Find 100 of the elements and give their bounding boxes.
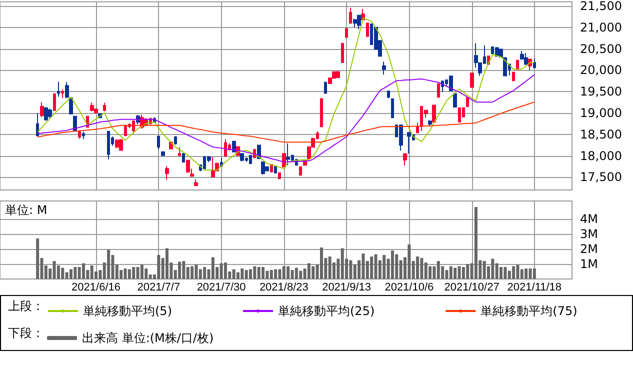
bar: [124, 268, 127, 279]
candlestick: [265, 166, 269, 172]
bar: [107, 250, 110, 279]
bar: [508, 270, 511, 279]
legend-title: 下段：: [8, 326, 44, 340]
bar: [232, 269, 236, 279]
candlestick: [399, 124, 403, 152]
candlestick: [403, 152, 407, 166]
bar: [244, 270, 248, 279]
bar: [290, 270, 294, 279]
candlestick: [341, 42, 344, 64]
candlestick: [78, 130, 81, 140]
bar: [52, 261, 56, 279]
y-tick-label: 19,000: [580, 106, 622, 120]
y-tick-label: 20,000: [580, 63, 622, 78]
candlestick: [533, 58, 536, 69]
candlestick: [194, 178, 198, 187]
bar: [157, 255, 160, 279]
bar: [190, 266, 194, 279]
bar: [382, 255, 386, 279]
bar: [349, 260, 352, 279]
bar: [320, 248, 323, 279]
candlestick: [186, 160, 190, 174]
bar: [370, 256, 374, 279]
bar: [278, 269, 282, 279]
candlestick: [53, 93, 56, 112]
candlestick: [499, 48, 503, 58]
bar: [178, 262, 182, 279]
line-series: [37, 102, 535, 143]
bar: [224, 262, 227, 279]
bar: [194, 264, 198, 279]
x-tick-label: 2021/9/13: [322, 282, 372, 294]
y-tick-label: 21,500: [580, 0, 622, 13]
candlestick: [503, 56, 507, 77]
bar: [78, 267, 81, 279]
bar: [240, 268, 244, 279]
candlestick: [286, 142, 290, 166]
candlestick: [73, 115, 77, 132]
x-tick-label: 2021/7/7: [137, 282, 180, 294]
candlestick: [178, 146, 181, 157]
bar: [454, 268, 457, 279]
candlestick: [232, 140, 236, 153]
legend-label: 出来高 単位:(M株/口/枚): [82, 331, 214, 345]
candlestick: [165, 166, 169, 180]
bar: [524, 268, 528, 279]
bar: [516, 264, 520, 279]
bar: [420, 258, 424, 279]
candlestick: [107, 130, 110, 160]
line-series: [37, 17, 535, 171]
candlestick: [324, 81, 327, 94]
bar: [532, 268, 536, 279]
bar: [211, 257, 214, 279]
bar: [128, 269, 131, 279]
bar: [132, 267, 136, 279]
candlestick: [69, 97, 73, 115]
candlestick: [157, 136, 160, 150]
candlestick: [103, 102, 106, 112]
candlestick: [224, 138, 227, 158]
bar: [458, 266, 461, 279]
y-tick-label: 20,500: [580, 42, 622, 56]
legend-label: 単純移動平均(75): [480, 304, 578, 318]
bar: [236, 272, 240, 279]
candlestick: [132, 120, 135, 134]
bar: [428, 266, 432, 279]
bar: [528, 268, 532, 279]
bar: [69, 269, 72, 279]
candlestick: [387, 90, 390, 98]
bar: [136, 267, 140, 279]
candlestick: [366, 22, 369, 38]
bar: [328, 256, 332, 279]
candlestick: [90, 102, 94, 112]
y-tick-label: 18,000: [580, 148, 622, 163]
y-tick-label: 1M: [580, 257, 598, 271]
bar: [395, 254, 398, 279]
candlestick: [61, 88, 64, 98]
candlestick: [382, 61, 386, 75]
bar: [286, 266, 290, 279]
candlestick: [299, 166, 302, 176]
bar: [340, 248, 344, 279]
candlestick: [453, 92, 457, 108]
bar: [220, 263, 223, 279]
candlestick: [48, 108, 52, 119]
bar: [353, 264, 356, 279]
bar: [504, 267, 507, 279]
bar: [466, 264, 470, 279]
bar: [65, 272, 68, 279]
y-tick-label: 17,500: [580, 170, 622, 184]
bar: [390, 250, 394, 279]
bar: [198, 269, 202, 279]
legend-label: 単純移動平均(5): [83, 304, 172, 318]
candlestick: [416, 122, 419, 134]
candlestick: [182, 152, 185, 163]
bar: [416, 256, 420, 279]
x-tick-label: 2021/6/16: [72, 282, 120, 294]
candlestick: [466, 97, 469, 108]
y-axis-title: 単位: M: [5, 203, 48, 217]
bar: [61, 268, 64, 279]
x-tick-label: 2021/7/30: [196, 282, 246, 294]
bar: [82, 263, 86, 279]
legend-label: 単純移動平均(25): [278, 304, 375, 318]
